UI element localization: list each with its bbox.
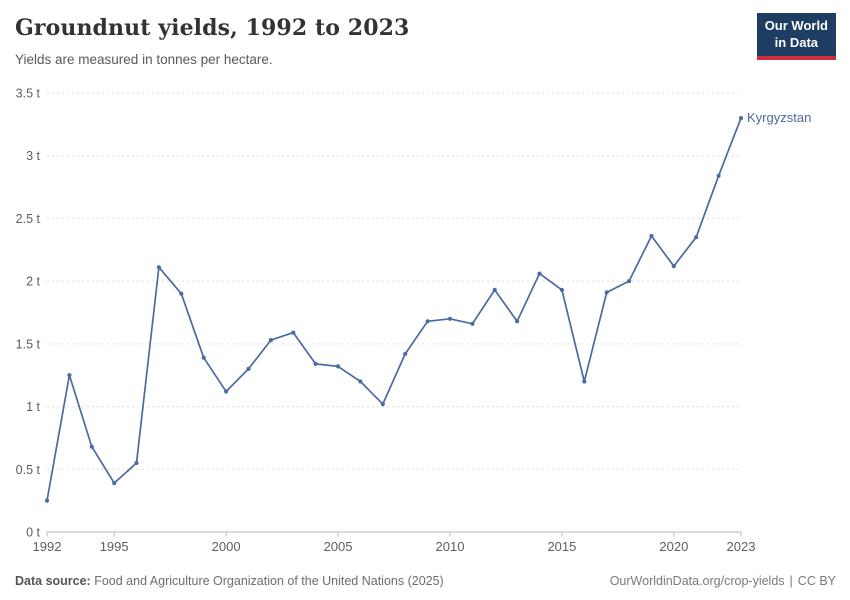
svg-text:1992: 1992: [33, 539, 62, 554]
svg-text:0.5 t: 0.5 t: [16, 463, 41, 477]
owid-logo-line2: in Data: [774, 34, 819, 50]
svg-text:2015: 2015: [547, 539, 576, 554]
chart-subtitle: Yields are measured in tonnes per hectar…: [15, 52, 273, 67]
footer-separator: |: [789, 574, 793, 588]
series-line: [46, 117, 742, 502]
data-source-text: Food and Agriculture Organization of the…: [90, 574, 444, 588]
data-source-label: Data source:: [15, 574, 91, 588]
data-source: Data source: Food and Agriculture Organi…: [15, 574, 444, 588]
footer-link[interactable]: OurWorldinData.org/crop-yields: [609, 574, 785, 588]
owid-logo-line1: Our World: [764, 18, 828, 33]
svg-text:3.5 t: 3.5 t: [16, 87, 41, 101]
svg-text:1.5 t: 1.5 t: [16, 337, 41, 351]
license-text: CC BY: [797, 574, 836, 588]
svg-text:3 t: 3 t: [26, 149, 40, 163]
series-end-label: Kyrgyzstan: [747, 110, 811, 125]
svg-text:0 t: 0 t: [26, 526, 40, 540]
chart-footer: Data source: Food and Agriculture Organi…: [15, 574, 836, 588]
x-tick-labels: 1992 1995 2000 2005 2010 2015 2020 2023: [33, 539, 756, 554]
x-axis: [46, 531, 742, 537]
svg-text:2010: 2010: [436, 539, 465, 554]
svg-text:2005: 2005: [324, 539, 353, 554]
page-title: Groundnut yields, 1992 to 2023: [15, 15, 410, 41]
svg-text:2.5 t: 2.5 t: [16, 212, 41, 226]
svg-text:2000: 2000: [212, 539, 241, 554]
svg-text:2 t: 2 t: [26, 275, 40, 289]
svg-text:1995: 1995: [100, 539, 129, 554]
series-points: [44, 116, 744, 503]
series-kyrgyzstan[interactable]: Kyrgyzstan: [44, 110, 811, 503]
svg-text:1 t: 1 t: [26, 400, 40, 414]
y-tick-labels: 0 t 0.5 t 1 t 1.5 t 2 t 2.5 t 3 t 3.5 t: [16, 87, 41, 540]
y-gridlines: [47, 92, 741, 470]
svg-text:2020: 2020: [659, 539, 688, 554]
svg-text:2023: 2023: [727, 539, 756, 554]
footer-attribution: OurWorldinData.org/crop-yields | CC BY: [610, 574, 836, 588]
owid-logo: Our World in Data: [756, 13, 836, 60]
